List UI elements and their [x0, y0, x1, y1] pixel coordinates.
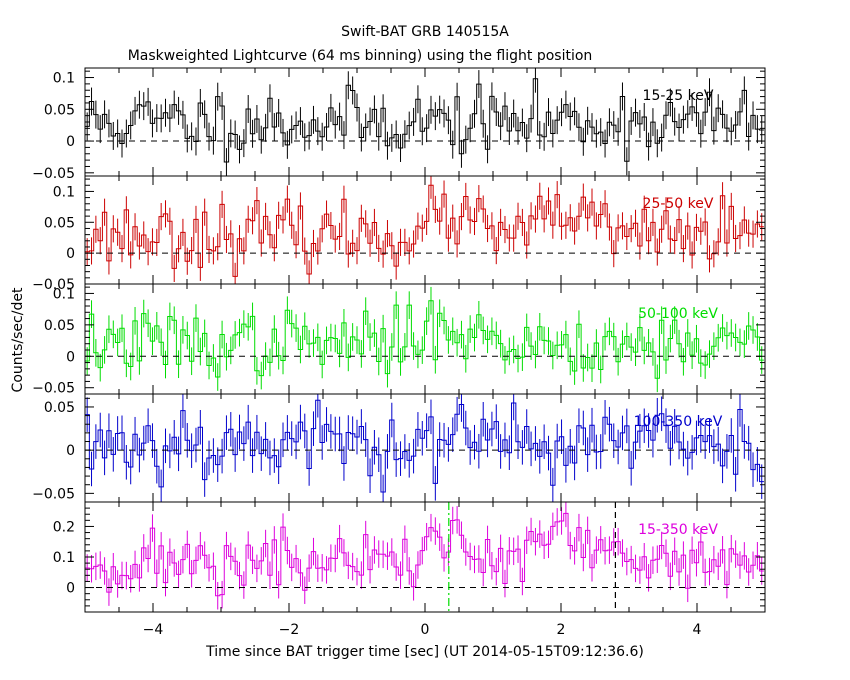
chart-title: Swift-BAT GRB 140515A: [341, 24, 509, 40]
x-tick-label: 4: [693, 622, 702, 638]
panel-4: −0.05 0 0.05 100-350 keV: [32, 393, 766, 503]
y-tick-label: 0.05: [44, 400, 75, 416]
series-label: 15-25 keV: [643, 88, 714, 104]
y-tick-label: 0: [66, 443, 75, 459]
series-5: [85, 502, 764, 610]
y-tick-label: −0.05: [32, 166, 75, 182]
series-label: 15-350 keV: [638, 522, 718, 538]
series-line: [85, 399, 764, 493]
y-tick-label: −0.05: [32, 277, 75, 293]
panel-2: −0.05 0 0.05 0.1 25-50 keV: [32, 175, 766, 293]
x-tick-label: −4: [143, 622, 164, 638]
series-3: [85, 286, 764, 393]
series-line: [85, 300, 764, 379]
series-4: [85, 394, 764, 502]
y-tick-label: −0.05: [32, 486, 75, 502]
panels: −0.05 0 0.05 0.1 15-25 keV −0.05 0 0.05 0.1 25-50…: [32, 67, 766, 638]
y-tick-label: 0: [66, 581, 75, 597]
x-tick-label: 2: [557, 622, 566, 638]
chart-subtitle: Maskweighted Lightcurve (64 ms binning) …: [128, 48, 593, 64]
panel-3: −0.05 0 0.05 0.1 50-100 keV: [32, 283, 766, 397]
series-line: [85, 78, 764, 163]
series-1: [85, 68, 764, 176]
panel-5: 0 0.1 0.2 15-350 keV −4 −2 0 2 4: [53, 501, 766, 638]
y-tick-label: 0.2: [53, 519, 75, 535]
y-tick-label: 0.1: [53, 71, 75, 87]
panel-frame: [84, 67, 766, 177]
series-line: [85, 184, 764, 277]
y-tick-label: 0.1: [53, 550, 75, 566]
y-tick-label: 0: [66, 349, 75, 365]
y-tick-label: 0.05: [44, 318, 75, 334]
series-label: 100-350 keV: [634, 414, 723, 430]
y-tick-label: 0.05: [44, 215, 75, 231]
x-tick-label: 0: [421, 622, 430, 638]
panel-1: −0.05 0 0.05 0.1 15-25 keV: [32, 67, 766, 182]
x-axis-label: Time since BAT trigger time [sec] (UT 20…: [205, 644, 644, 660]
y-axis-label: Counts/sec/det: [10, 287, 26, 392]
series-line: [85, 512, 764, 597]
y-tick-label: 0.1: [53, 286, 75, 302]
y-tick-label: 0: [66, 134, 75, 150]
series-label: 50-100 keV: [638, 306, 718, 322]
x-tick-label: −2: [279, 622, 300, 638]
y-tick-label: 0.1: [53, 184, 75, 200]
series-label: 25-50 keV: [643, 196, 714, 212]
y-tick-label: 0: [66, 246, 75, 262]
series-2: [85, 176, 764, 284]
y-tick-label: 0.05: [44, 102, 75, 118]
y-tick-label: −0.05: [32, 381, 75, 397]
